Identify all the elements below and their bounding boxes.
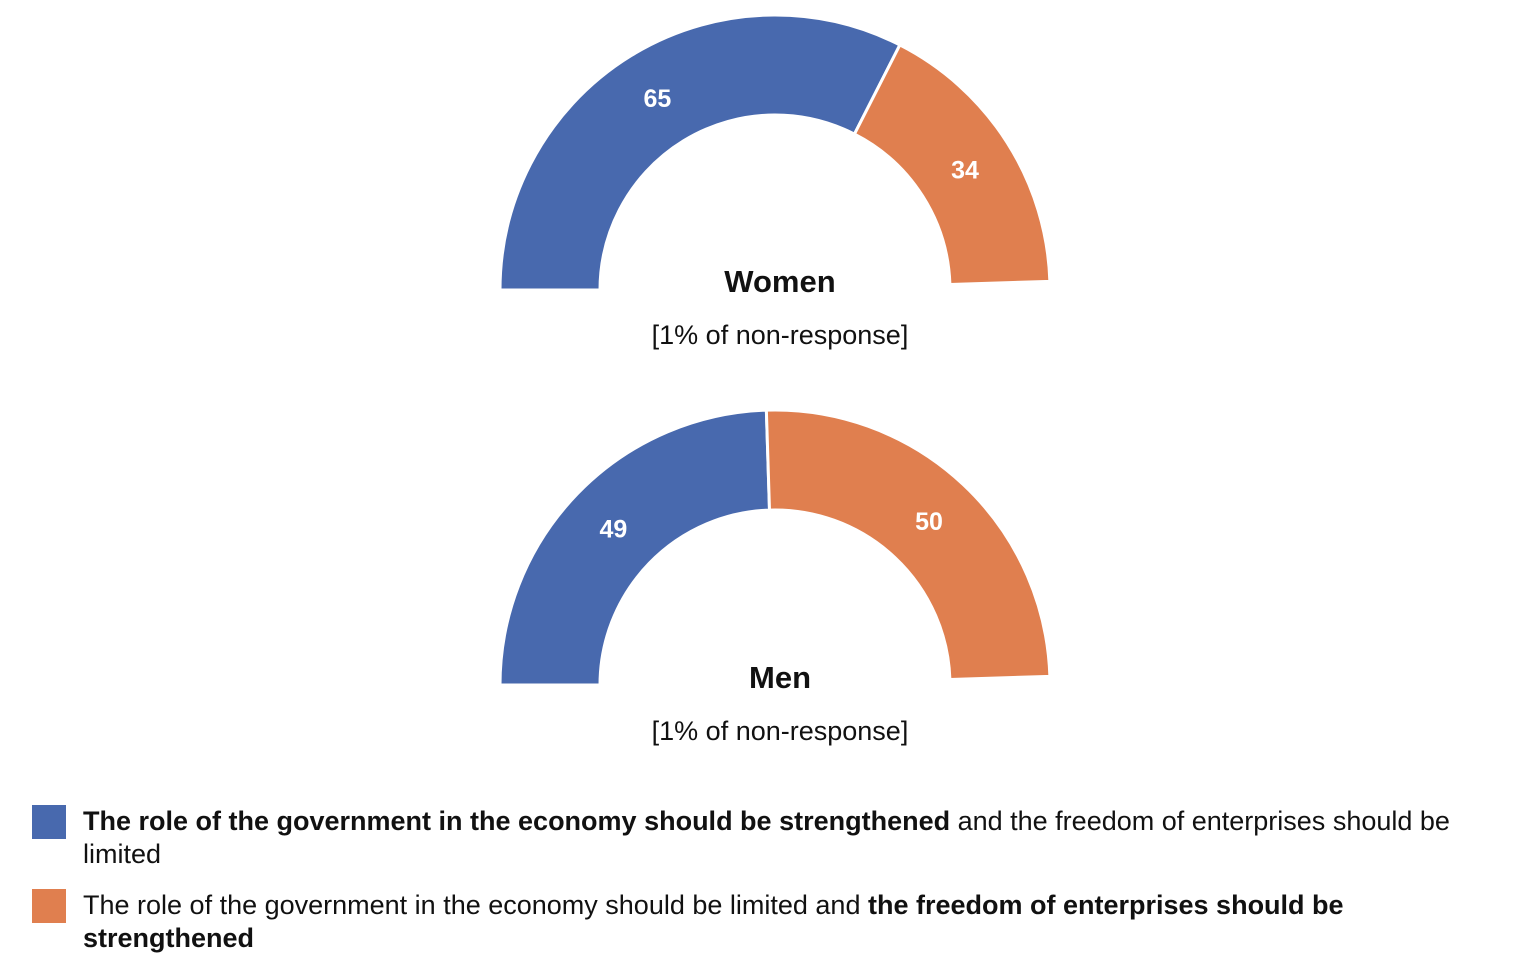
men-slice-0 — [498, 408, 772, 687]
women-slice-0 — [498, 13, 902, 292]
men-slice-1 — [764, 408, 1052, 682]
men-data-label-0: 49 — [600, 515, 628, 543]
half-donut-charts: 65 34 Women [1% of non-response] 49 50 Men [1%… — [498, 13, 1052, 746]
legend-label-bold: the freedom of enterprises should be str… — [83, 890, 1344, 953]
legend-label-strengthen-government: The role of the government in the econom… — [83, 805, 1512, 871]
legend-swatch-blue — [32, 805, 66, 839]
men-data-label-1: 50 — [915, 508, 943, 536]
legend-label-regular: The role of the government in the econom… — [83, 890, 868, 920]
legend: The role of the government in the econom… — [32, 805, 1512, 973]
women-data-label-0: 65 — [644, 85, 672, 113]
legend-swatch-orange — [32, 889, 66, 923]
legend-label-bold: The role of the government in the econom… — [83, 806, 951, 836]
women-half-donut-chart: 65 34 Women [1% of non-response] — [498, 13, 1052, 350]
women-chart-title: Women — [724, 264, 835, 299]
men-half-donut-chart: 49 50 Men [1% of non-response] — [498, 408, 1052, 746]
legend-item-strengthen-enterprises: The role of the government in the econom… — [32, 889, 1512, 955]
men-chart-subtitle: [1% of non-response] — [652, 716, 909, 746]
women-slice-1 — [852, 42, 1052, 287]
legend-label-strengthen-enterprises: The role of the government in the econom… — [83, 889, 1512, 955]
legend-item-strengthen-government: The role of the government in the econom… — [32, 805, 1512, 871]
women-data-label-1: 34 — [951, 156, 979, 184]
women-chart-subtitle: [1% of non-response] — [652, 320, 909, 350]
legend-label-regular: and the freedom of enterprises should be… — [83, 806, 1450, 869]
men-chart-title: Men — [749, 660, 811, 695]
